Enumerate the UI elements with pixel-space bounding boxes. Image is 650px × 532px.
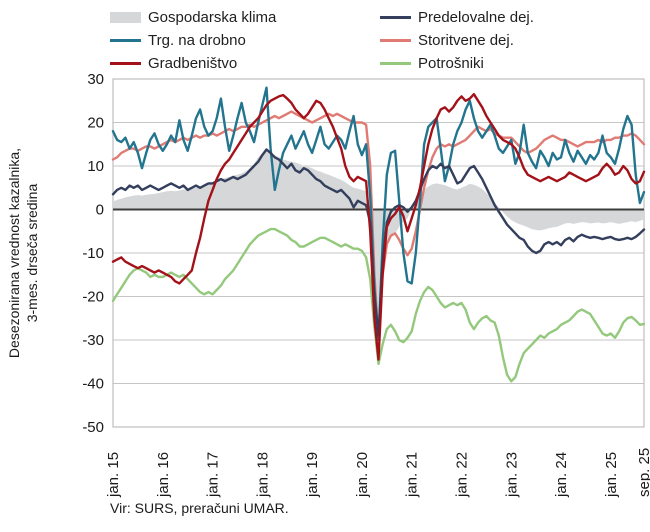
- x-tick-label: jan. 21: [404, 452, 421, 498]
- plot-border: [112, 78, 645, 428]
- y-tick-label: -50: [82, 419, 104, 436]
- y-tick-label: 10: [87, 158, 104, 175]
- x-tick-label: jan. 19: [304, 452, 321, 498]
- x-tick-label: jan. 17: [205, 452, 222, 498]
- x-tick-label: jan. 16: [155, 452, 172, 498]
- legend-item-gospodarska-klima: Gospodarska klima: [110, 9, 380, 26]
- y-tick-label: -30: [82, 332, 104, 349]
- x-tick-label: jan. 20: [354, 452, 371, 498]
- y-tick-label: 20: [87, 115, 104, 132]
- line-swatch-icon: [380, 16, 411, 19]
- line-swatch-icon: [380, 62, 411, 65]
- x-tick-label: jan. 22: [453, 452, 470, 498]
- line-swatch-icon: [110, 39, 141, 42]
- y-tick-label: -10: [82, 245, 104, 262]
- chart-legend: Gospodarska klima Trg. na drobno Gradben…: [110, 6, 648, 75]
- series-area-gospodarska-klima: [113, 151, 644, 327]
- source-note: Vir: SURS, preračuni UMAR.: [110, 500, 289, 516]
- x-tick-label: jan. 24: [553, 452, 570, 498]
- y-tick-label: -20: [82, 289, 104, 306]
- y-tick-label: 0: [96, 202, 104, 219]
- legend-item-storitvene-dej: Storitvene dej.: [380, 32, 630, 49]
- y-axis-label-line2: 3-mes. drseča sredina: [24, 183, 40, 323]
- legend-label: Trg. na drobno: [148, 32, 246, 49]
- legend-label: Storitvene dej.: [418, 32, 514, 49]
- legend-item-potrosniki: Potrošniki: [380, 55, 630, 72]
- y-axis-label-line1: Desezonirana vrednost kazalnika,: [5, 147, 22, 359]
- legend-item-gradbenistvo: Gradbeništvo: [110, 55, 380, 72]
- x-tick-label: sep. 25: [636, 448, 650, 497]
- x-tick-label: jan. 15: [105, 452, 122, 498]
- legend-item-predelovalne-dej: Predelovalne dej.: [380, 9, 630, 26]
- legend-label: Gospodarska klima: [148, 9, 277, 26]
- x-tick-label: jan. 25: [603, 452, 620, 498]
- line-swatch-icon: [380, 39, 411, 42]
- legend-label: Potrošniki: [418, 55, 484, 72]
- area-swatch-icon: [110, 12, 141, 23]
- series-line-gradbeni-tvo: [111, 92, 646, 361]
- x-tick-label: jan. 23: [503, 452, 520, 498]
- legend-label: Gradbeništvo: [148, 55, 238, 72]
- legend-label: Predelovalne dej.: [418, 9, 534, 26]
- legend-item-trg-na-drobno: Trg. na drobno: [110, 32, 380, 49]
- x-tick-label: jan. 18: [254, 452, 271, 498]
- series-line-potro-niki: [111, 227, 646, 383]
- y-tick-label: -40: [82, 376, 104, 393]
- line-swatch-icon: [110, 62, 141, 65]
- y-tick-label: 30: [87, 71, 104, 88]
- y-axis-label: Desezonirana vrednost kazalnika, 3-mes. …: [5, 148, 41, 358]
